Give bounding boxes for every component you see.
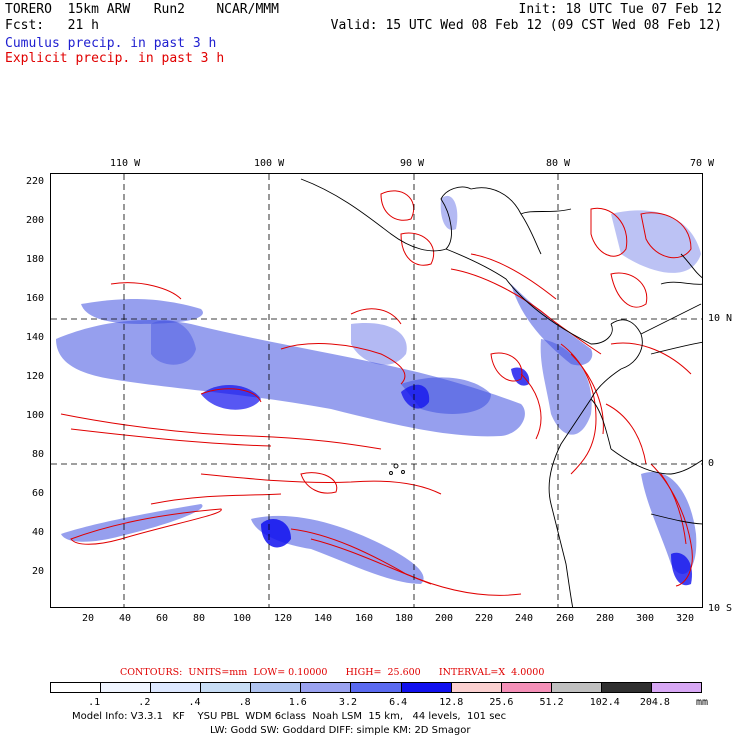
colorbar-label: 204.8 — [639, 697, 670, 708]
y-tick: 80 — [32, 449, 45, 460]
explicit-precip-contours — [60, 190, 693, 596]
lat-label-10n: 10 N — [708, 313, 733, 324]
y-tick: 20 — [32, 566, 45, 577]
y-tick: 160 — [26, 293, 45, 304]
y-tick: 220 — [26, 176, 45, 187]
y-tick: 200 — [26, 215, 45, 226]
y-tick: 60 — [32, 488, 45, 499]
lon-label-110w: 110 W — [110, 158, 141, 169]
x-tick: 280 — [596, 613, 615, 624]
x-tick: 200 — [435, 613, 454, 624]
x-tick: 300 — [636, 613, 655, 624]
colorbar-swatch — [151, 683, 202, 692]
explicit-precip-label: Explicit precip. in past 3 h — [5, 51, 225, 66]
y-tick: 180 — [26, 254, 45, 265]
lat-lon-grid — [51, 174, 702, 607]
lon-label-80w: 80 W — [546, 158, 571, 169]
colorbar-swatch — [651, 683, 702, 692]
precip-map-svg — [51, 174, 702, 607]
colorbar-label: .1 — [88, 697, 101, 708]
y-tick: 140 — [26, 332, 45, 343]
y-tick: 120 — [26, 371, 45, 382]
y-tick: 40 — [32, 527, 45, 538]
colorbar-label: .8 — [238, 697, 251, 708]
colorbar-label: 102.4 — [589, 697, 620, 708]
colorbar-swatch — [551, 683, 602, 692]
x-tick: 40 — [119, 613, 132, 624]
init-time: Init: 18 UTC Tue 07 Feb 12 — [518, 2, 723, 17]
colorbar-label: 25.6 — [489, 697, 514, 708]
model-physics: LW: Godd SW: Goddard DIFF: simple KM: 2D… — [210, 725, 471, 736]
colorbar-swatch — [101, 683, 152, 692]
colorbar-label: 6.4 — [389, 697, 408, 708]
colorbar-swatch — [401, 683, 452, 692]
colorbar-swatch — [451, 683, 502, 692]
y-tick: 100 — [26, 410, 45, 421]
lat-label-equator: 0 — [708, 458, 715, 469]
colorbar-swatch — [251, 683, 302, 692]
model-info: Model Info: V3.3.1 KF YSU PBL WDM 6class… — [72, 711, 507, 722]
x-tick: 260 — [556, 613, 575, 624]
colorbar-swatch — [501, 683, 552, 692]
colorbar-swatch — [351, 683, 402, 692]
contours-info: CONTOURS: UNITS=mm LOW= 0.10000 HIGH= 25… — [120, 667, 545, 678]
lon-label-70w: 70 W — [690, 158, 715, 169]
x-tick: 100 — [233, 613, 252, 624]
cumulus-precip-areas — [56, 195, 701, 586]
x-tick: 160 — [355, 613, 374, 624]
lon-label-90w: 90 W — [400, 158, 425, 169]
colorbar-label: 3.2 — [338, 697, 357, 708]
colorbar-label: 12.8 — [439, 697, 464, 708]
model-run-title: TORERO 15km ARW Run2 NCAR/MMM — [5, 2, 279, 17]
colorbar-unit: mm — [696, 697, 709, 708]
colorbar-swatch — [301, 683, 352, 692]
valid-time: Valid: 15 UTC Wed 08 Feb 12 (09 CST Wed … — [330, 18, 722, 33]
colorbar — [50, 682, 702, 693]
x-tick: 220 — [475, 613, 494, 624]
colorbar-label: .2 — [138, 697, 151, 708]
coastlines — [300, 178, 702, 607]
x-tick: 80 — [193, 613, 206, 624]
x-tick: 20 — [82, 613, 95, 624]
x-tick: 320 — [676, 613, 695, 624]
lat-label-10s: 10 S — [708, 603, 733, 614]
precip-map — [50, 173, 703, 608]
colorbar-label: .4 — [188, 697, 201, 708]
forecast-hour: Fcst: 21 h — [5, 18, 99, 33]
colorbar-label: 1.6 — [288, 697, 307, 708]
x-tick: 180 — [395, 613, 414, 624]
lon-label-100w: 100 W — [254, 158, 285, 169]
x-tick: 60 — [156, 613, 169, 624]
cumulus-precip-label: Cumulus precip. in past 3 h — [5, 36, 217, 51]
colorbar-swatch — [51, 683, 102, 692]
colorbar-label: 51.2 — [539, 697, 564, 708]
x-tick: 140 — [314, 613, 333, 624]
x-tick: 240 — [515, 613, 534, 624]
colorbar-swatch — [201, 683, 252, 692]
colorbar-swatch — [601, 683, 652, 692]
x-tick: 120 — [274, 613, 293, 624]
